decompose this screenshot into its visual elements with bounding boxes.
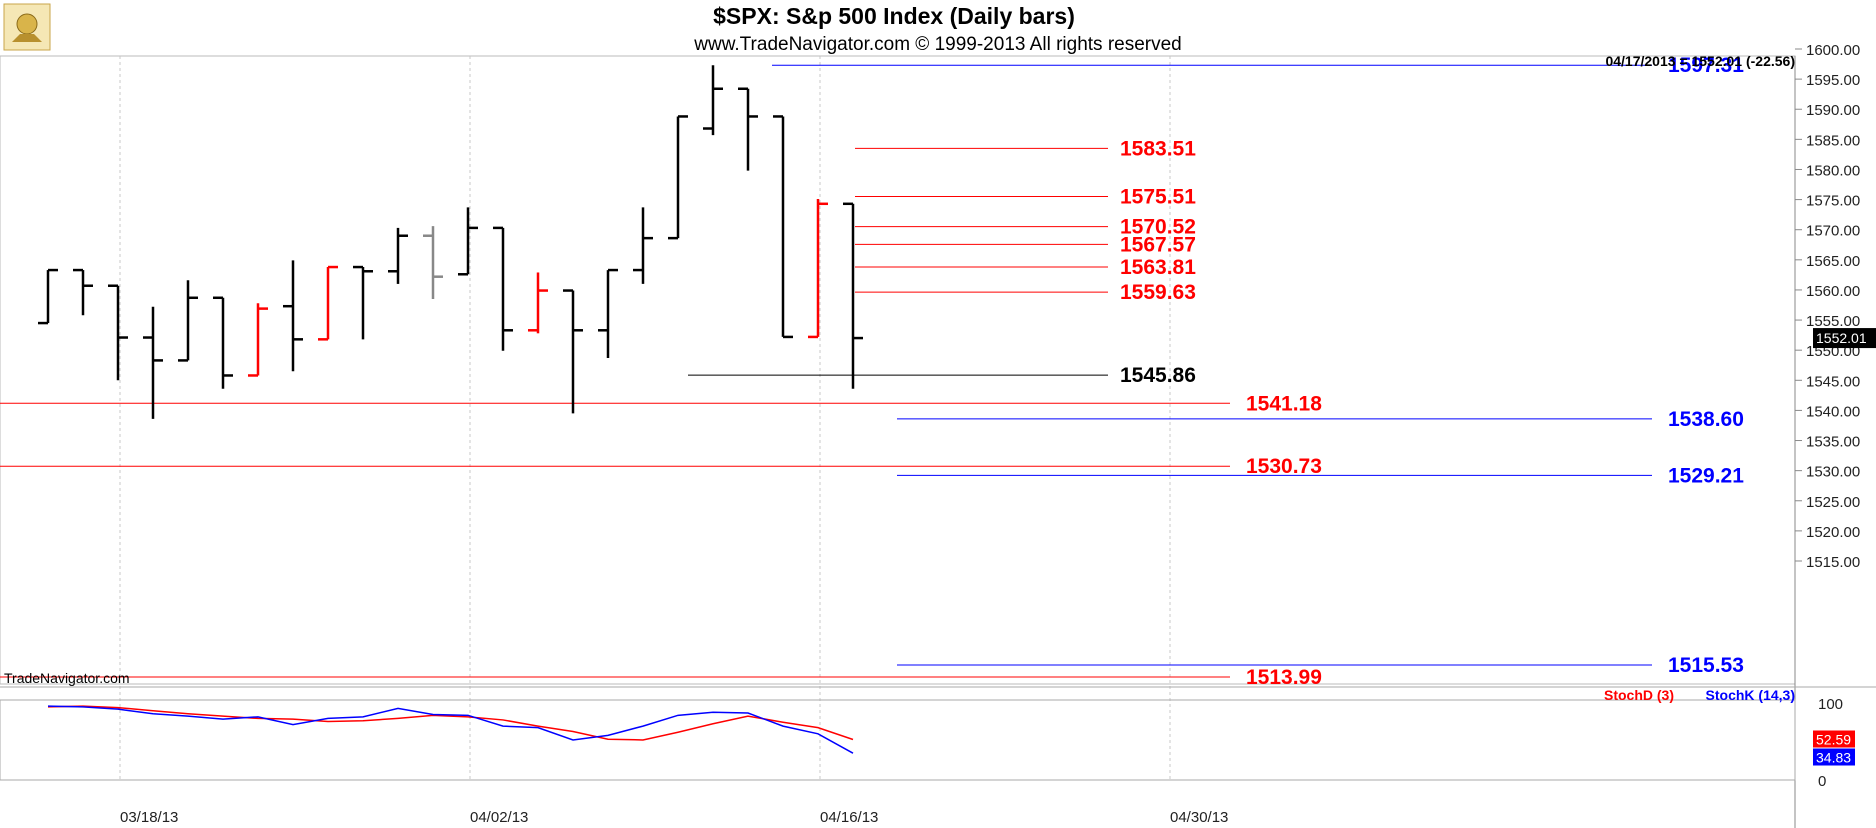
logo-icon — [3, 3, 51, 51]
ohlc-bar — [388, 227, 408, 284]
watermark: TradeNavigator.com — [4, 670, 130, 686]
y-axis-ticks: 1600.00 1595.00 1590.00 1585.00 1580.00 1575.… — [1795, 42, 1860, 571]
level-label: 1570.52 — [1120, 216, 1196, 239]
y-tick-label: 1545.00 — [1806, 373, 1860, 390]
grid — [119, 56, 1171, 780]
header-band — [0, 0, 1876, 56]
level-label: 1545.86 — [1120, 364, 1196, 387]
ohlc-bar — [493, 226, 513, 351]
stoch-y-ticks: 100 0 52.59 34.83 — [1813, 696, 1855, 790]
level-label: 1563.81 — [1120, 256, 1196, 279]
ohlc-bar — [668, 115, 688, 240]
stochastic-lines — [47, 705, 854, 754]
level-label: 1559.63 — [1120, 281, 1196, 304]
y-tick-label: 1535.00 — [1806, 434, 1860, 451]
stoch-line — [47, 705, 854, 741]
level-label: 1541.18 — [1246, 392, 1322, 415]
ohlc-bar — [213, 296, 233, 389]
ohlc-bar — [423, 226, 443, 299]
chart-title: $SPX: S&p 500 Index (Daily bars) — [713, 3, 1075, 29]
ohlc-bar — [843, 202, 863, 389]
x-tick-label: 04/02/13 — [470, 809, 528, 826]
ohlc-bar — [143, 306, 163, 419]
ohlc-bar — [703, 65, 723, 136]
y-tick-label: 1585.00 — [1806, 132, 1860, 149]
ohlc-bar — [528, 272, 548, 334]
y-tick-label: 1575.00 — [1806, 193, 1860, 210]
svg-text:1552.01: 1552.01 — [1816, 330, 1867, 346]
ohlc-bar — [808, 198, 828, 339]
ohlc-bar — [633, 207, 653, 284]
ohlc-bar — [563, 289, 583, 414]
stoch-y-tick-label: 100 — [1818, 696, 1843, 713]
last-quote: 04/17/2013 = 1552.01 (-22.56) — [1605, 53, 1795, 69]
level-label: 1530.73 — [1246, 455, 1322, 478]
stochd-legend: StochD (3) — [1604, 687, 1674, 703]
level-label: 1575.51 — [1120, 186, 1196, 209]
ohlc-bar — [318, 265, 338, 341]
stoch-y-tick-label: 0 — [1818, 773, 1826, 790]
level-label: 1515.53 — [1668, 654, 1744, 677]
level-lines: 1597.31 1583.51 1575.51 1570.521567.571563.… — [0, 54, 1744, 689]
plot-frame — [0, 55, 1796, 685]
y-tick-label: 1525.00 — [1806, 494, 1860, 511]
ohlc-bar — [283, 260, 303, 372]
ohlc-bar — [773, 115, 793, 339]
stochd-value: 52.59 — [1816, 732, 1851, 748]
ohlc-bar — [73, 268, 93, 316]
ohlc-bar — [108, 284, 128, 381]
y-tick-label: 1560.00 — [1806, 283, 1860, 300]
ohlc-bar — [178, 280, 198, 362]
y-tick-label: 1600.00 — [1806, 42, 1860, 59]
stochd-value-tag — [1813, 730, 1855, 748]
x-axis-ticks: 03/18/13 04/02/13 04/16/13 04/30/13 — [120, 809, 1228, 826]
x-tick-label: 04/16/13 — [820, 809, 878, 826]
y-tick-label: 1530.00 — [1806, 464, 1860, 481]
ohlc-bar — [353, 265, 373, 340]
level-label: 1583.51 — [1120, 137, 1196, 160]
level-label: 1538.60 — [1668, 408, 1744, 431]
ohlc-bar — [458, 207, 478, 276]
y-tick-label: 1520.00 — [1806, 524, 1860, 541]
level-label: 1567.57 — [1120, 233, 1196, 256]
stochk-legend: StochK (14,3) — [1706, 687, 1795, 703]
level-label: 1513.99 — [1246, 666, 1322, 689]
stochk-value: 34.83 — [1816, 750, 1851, 766]
y-tick-label: 1515.00 — [1806, 554, 1860, 571]
ohlc-bar — [598, 268, 618, 359]
y-tick-label: 1590.00 — [1806, 102, 1860, 119]
y-tick-label: 1565.00 — [1806, 253, 1860, 270]
stoch-panel-frame — [0, 699, 1796, 781]
y-tick-label: 1595.00 — [1806, 72, 1860, 89]
level-label: 1597.31 — [1668, 54, 1744, 77]
y-tick-label: 1570.00 — [1806, 223, 1860, 240]
ohlc-bar — [38, 268, 58, 325]
stoch-line — [47, 705, 854, 754]
y-tick-label: 1580.00 — [1806, 162, 1860, 179]
ohlc-bar — [738, 87, 758, 171]
chart-subtitle: www.TradeNavigator.com © 1999-2013 All r… — [693, 34, 1181, 55]
ohlc-bar — [248, 303, 268, 377]
level-label: 1529.21 — [1668, 464, 1744, 487]
stochk-value-tag — [1813, 748, 1855, 766]
price-bars — [38, 65, 863, 419]
y-tick-label: 1555.00 — [1806, 313, 1860, 330]
last-price-tag: 1552.01 — [1813, 328, 1876, 349]
x-tick-label: 03/18/13 — [120, 809, 178, 826]
x-tick-label: 04/30/13 — [1170, 809, 1228, 826]
y-tick-label: 1540.00 — [1806, 403, 1860, 420]
